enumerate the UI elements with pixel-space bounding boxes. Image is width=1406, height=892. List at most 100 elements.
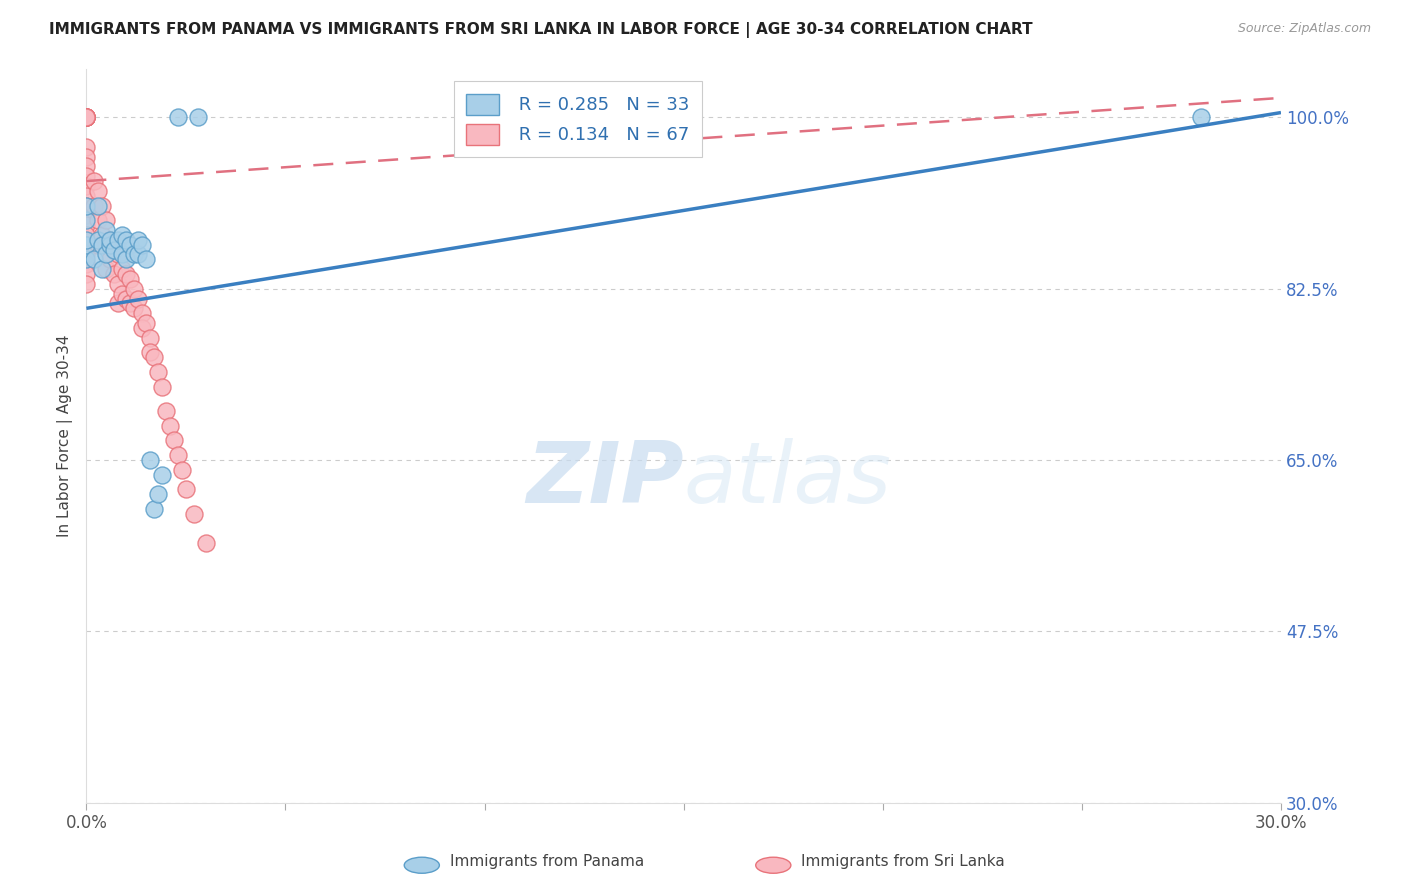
Point <box>75 178 97 193</box>
Point <box>75 160 97 174</box>
Point <box>174 483 197 497</box>
Point <box>75 213 97 227</box>
Point <box>91 262 114 277</box>
Point <box>159 418 181 433</box>
Point <box>75 267 97 281</box>
Point <box>75 277 97 291</box>
Point <box>75 188 97 202</box>
Point <box>75 111 97 125</box>
Point <box>103 267 125 281</box>
Point <box>96 213 118 227</box>
Point <box>120 237 142 252</box>
Point <box>75 169 97 184</box>
Point <box>170 463 193 477</box>
Point <box>107 247 129 261</box>
Point <box>75 252 97 267</box>
Point <box>111 247 134 261</box>
Point <box>75 237 97 252</box>
Point <box>91 237 114 252</box>
Point <box>122 301 145 316</box>
Point <box>75 208 97 222</box>
Point <box>115 292 138 306</box>
Point <box>75 111 97 125</box>
Point <box>96 262 118 277</box>
Text: atlas: atlas <box>683 438 891 521</box>
Point <box>127 233 149 247</box>
Point <box>98 252 121 267</box>
Point <box>163 434 186 448</box>
Point <box>75 111 97 125</box>
Point <box>75 198 97 212</box>
Point <box>194 536 217 550</box>
Point <box>111 227 134 242</box>
Point <box>150 467 173 482</box>
Point <box>115 233 138 247</box>
Point <box>87 213 110 227</box>
Point <box>167 111 190 125</box>
Point <box>115 252 138 267</box>
Point <box>98 233 121 247</box>
Point <box>75 111 97 125</box>
Text: ZIP: ZIP <box>526 438 683 521</box>
Point <box>75 237 97 252</box>
Point <box>150 379 173 393</box>
Point <box>83 198 105 212</box>
Point <box>75 111 97 125</box>
Point <box>87 237 110 252</box>
Point <box>111 286 134 301</box>
Text: Immigrants from Panama: Immigrants from Panama <box>450 854 644 869</box>
Point <box>107 233 129 247</box>
Point <box>139 331 162 345</box>
Point <box>75 111 97 125</box>
Point <box>98 233 121 247</box>
Text: Immigrants from Sri Lanka: Immigrants from Sri Lanka <box>801 854 1005 869</box>
Point <box>96 237 118 252</box>
Point <box>75 227 97 242</box>
Legend:  R = 0.285   N = 33,  R = 0.134   N = 67: R = 0.285 N = 33, R = 0.134 N = 67 <box>454 81 703 157</box>
Point <box>143 502 166 516</box>
Point <box>127 292 149 306</box>
Point <box>131 321 153 335</box>
Point <box>146 487 169 501</box>
Point <box>127 247 149 261</box>
Y-axis label: In Labor Force | Age 30-34: In Labor Force | Age 30-34 <box>58 334 73 537</box>
Point <box>96 247 118 261</box>
Point <box>143 351 166 365</box>
Point <box>98 237 121 252</box>
Point <box>87 233 110 247</box>
Point <box>155 404 177 418</box>
Point <box>75 198 97 212</box>
Point <box>75 111 97 125</box>
Point <box>103 243 125 257</box>
Point <box>75 150 97 164</box>
Point <box>91 227 114 242</box>
Point <box>120 296 142 310</box>
Point <box>103 243 125 257</box>
Point <box>135 316 157 330</box>
Point <box>167 448 190 462</box>
Point <box>1189 111 1212 125</box>
Point <box>83 252 105 267</box>
Point <box>75 218 97 232</box>
Point <box>87 184 110 198</box>
Point <box>139 453 162 467</box>
Point <box>187 111 209 125</box>
Point <box>83 174 105 188</box>
Text: Source: ZipAtlas.com: Source: ZipAtlas.com <box>1237 22 1371 36</box>
Point <box>146 365 169 379</box>
Point <box>87 198 110 212</box>
Point <box>107 296 129 310</box>
Point <box>135 252 157 267</box>
Point <box>75 111 97 125</box>
Point <box>131 306 153 320</box>
Point <box>75 111 97 125</box>
Point <box>96 223 118 237</box>
Point <box>122 282 145 296</box>
Point <box>111 262 134 277</box>
Point <box>75 233 97 247</box>
Point <box>75 140 97 154</box>
Text: IMMIGRANTS FROM PANAMA VS IMMIGRANTS FROM SRI LANKA IN LABOR FORCE | AGE 30-34 C: IMMIGRANTS FROM PANAMA VS IMMIGRANTS FRO… <box>49 22 1033 38</box>
Point <box>107 277 129 291</box>
Point <box>139 345 162 359</box>
Point <box>183 507 205 521</box>
